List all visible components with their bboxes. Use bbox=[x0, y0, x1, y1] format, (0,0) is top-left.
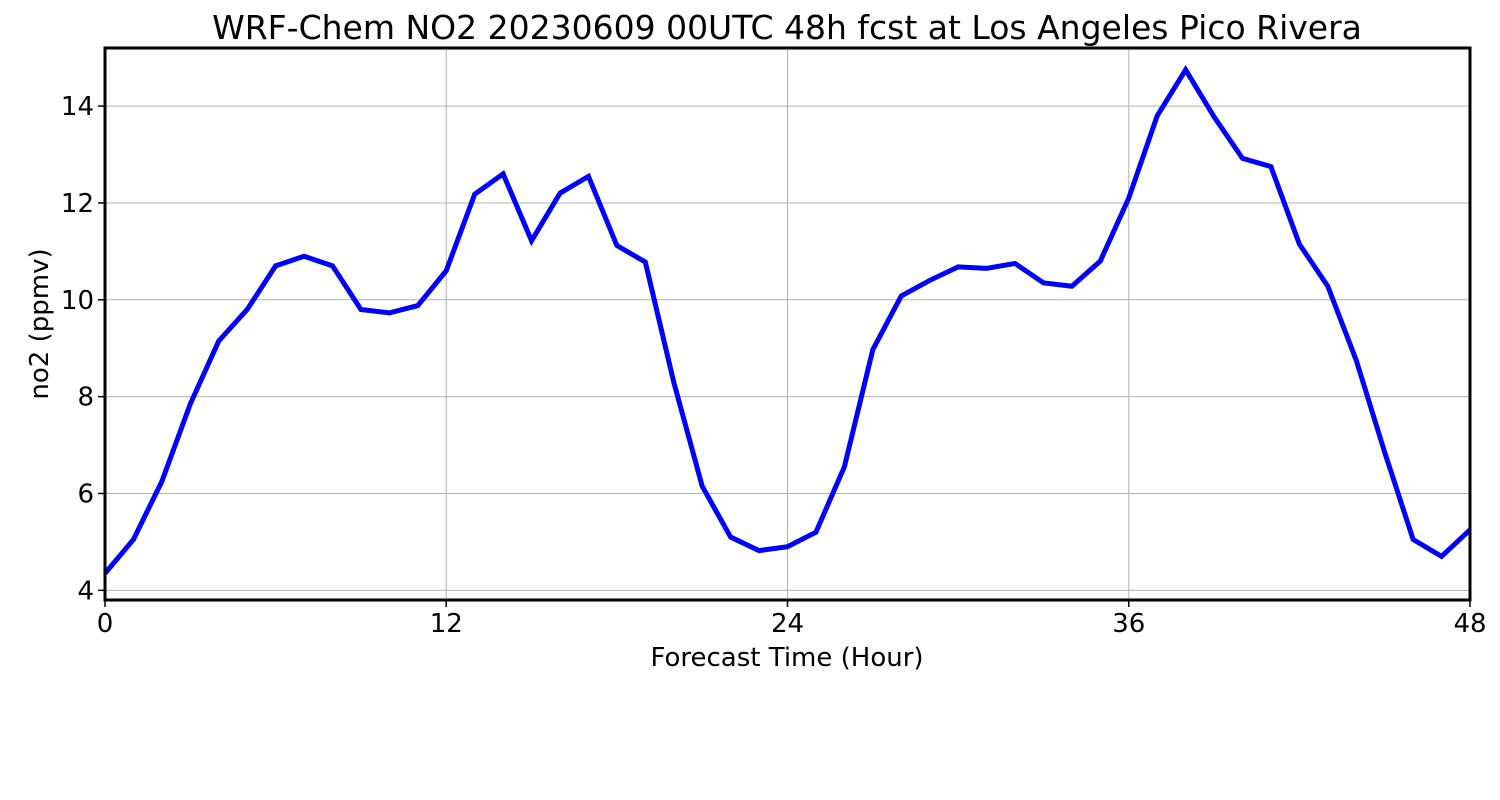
y-axis-label: no2 (ppmv) bbox=[25, 248, 55, 399]
y-tick-label: 12 bbox=[61, 189, 94, 219]
y-tick-label: 4 bbox=[77, 576, 94, 606]
series-layer bbox=[103, 64, 1472, 575]
x-axis-label: Forecast Time (Hour) bbox=[650, 643, 923, 673]
x-tick-label: 48 bbox=[1453, 609, 1486, 639]
chart-title: WRF-Chem NO2 20230609 00UTC 48h fcst at … bbox=[212, 8, 1362, 47]
x-tick-label: 0 bbox=[97, 609, 114, 639]
x-tick-label: 24 bbox=[771, 609, 804, 639]
y-tick-label: 6 bbox=[77, 479, 94, 509]
x-tick-label: 12 bbox=[430, 609, 463, 639]
y-tick-label: 14 bbox=[61, 92, 94, 122]
no2-series-line bbox=[103, 64, 1472, 575]
axis-ticks: 0 12 24 36 48 4 6 8 10 12 14 bbox=[61, 92, 1487, 639]
y-tick-label: 8 bbox=[77, 383, 94, 413]
y-tick-label: 10 bbox=[61, 286, 94, 316]
grid-lines bbox=[105, 48, 1470, 600]
x-tick-label: 36 bbox=[1112, 609, 1145, 639]
